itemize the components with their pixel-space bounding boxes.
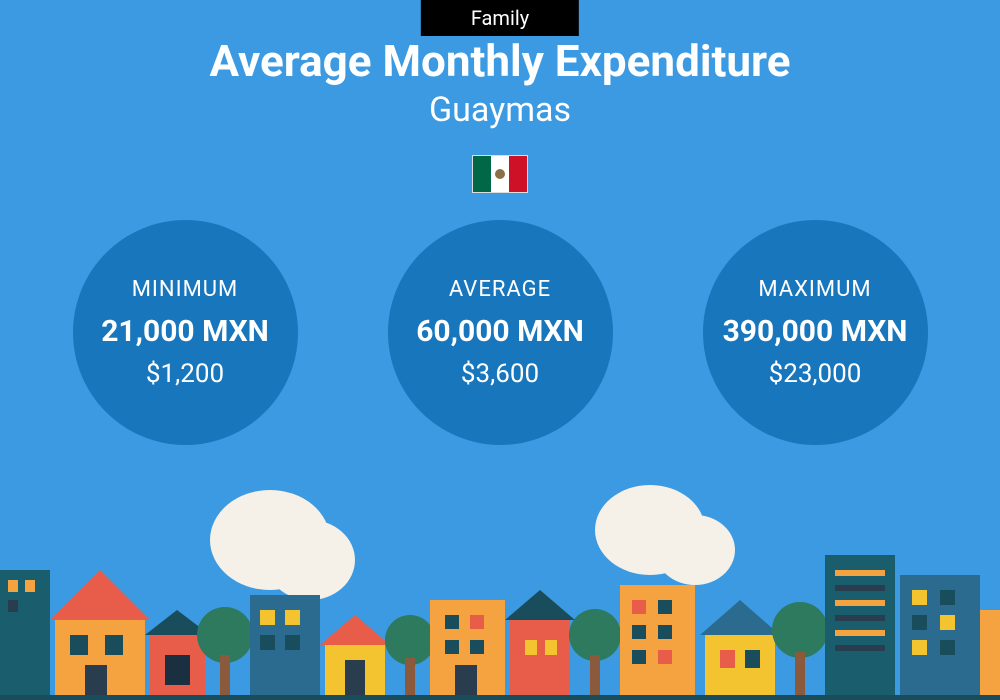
stat-label: AVERAGE xyxy=(449,277,551,302)
page-title: Average Monthly Expenditure xyxy=(0,35,1000,87)
stat-label: MINIMUM xyxy=(132,277,239,302)
flag-emblem xyxy=(495,169,505,179)
stat-value: 21,000 MXN xyxy=(101,314,269,349)
stat-minimum: MINIMUM 21,000 MXN $1,200 xyxy=(73,220,298,445)
stat-label: MAXIMUM xyxy=(758,277,871,302)
stat-maximum: MAXIMUM 390,000 MXN $23,000 xyxy=(703,220,928,445)
stat-value: 60,000 MXN xyxy=(416,314,584,349)
stats-container: MINIMUM 21,000 MXN $1,200 AVERAGE 60,000… xyxy=(0,220,1000,445)
stat-usd: $23,000 xyxy=(769,359,862,389)
flag-stripe-white xyxy=(491,156,509,192)
mexico-flag-icon xyxy=(472,155,528,193)
stat-usd: $3,600 xyxy=(461,359,539,389)
flag-stripe-green xyxy=(473,156,491,192)
stat-average: AVERAGE 60,000 MXN $3,600 xyxy=(388,220,613,445)
category-tag: Family xyxy=(421,0,579,36)
stat-value: 390,000 MXN xyxy=(723,314,908,349)
cityscape-illustration xyxy=(0,480,1000,700)
city-subtitle: Guaymas xyxy=(0,90,1000,130)
flag-stripe-red xyxy=(509,156,527,192)
stat-usd: $1,200 xyxy=(146,359,224,389)
